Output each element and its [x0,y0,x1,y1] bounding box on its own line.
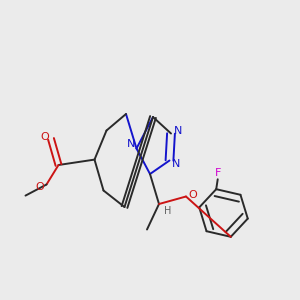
Text: O: O [40,131,50,142]
Text: N: N [173,126,182,136]
Text: N: N [172,159,180,169]
Text: F: F [214,168,221,178]
Text: H: H [164,206,171,216]
Text: O: O [188,190,197,200]
Text: N: N [127,139,135,149]
Text: O: O [35,182,44,192]
